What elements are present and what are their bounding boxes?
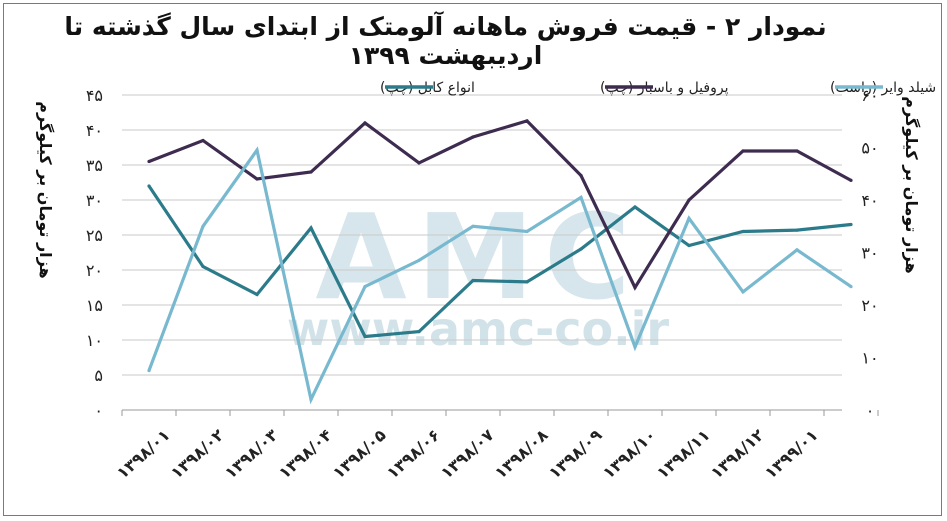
data-point	[417, 330, 421, 334]
series-lines	[147, 119, 853, 405]
y-left-tick-label: ۱۵	[86, 296, 103, 315]
watermark-logo: AMC	[315, 188, 640, 326]
x-tick-label: ۱۳۹۹/۰۱	[761, 425, 822, 482]
x-tick-label: ۱۳۹۸/۰۸	[491, 425, 552, 482]
y-right-tick-label: ۴۰	[861, 191, 878, 210]
legend-label: شیلد وایر (راست)	[830, 80, 936, 96]
data-point	[309, 397, 313, 402]
data-point	[201, 224, 205, 228]
data-point	[525, 280, 529, 284]
x-tick-label: ۱۳۹۸/۰۳	[221, 425, 282, 482]
y-left-tick-label: ۲۵	[86, 226, 103, 245]
data-point	[255, 292, 259, 297]
data-point	[363, 121, 367, 125]
data-point	[309, 226, 313, 230]
x-tick-label: ۱۳۹۸/۰۴	[275, 425, 336, 482]
x-tick-label: ۱۳۹۸/۰۹	[545, 425, 606, 482]
x-tick-label: ۱۳۹۸/۰۶	[383, 425, 444, 482]
x-tick-label: ۱۳۹۸/۱۰	[599, 425, 660, 482]
data-point	[363, 285, 367, 289]
x-tick-label: ۱۳۹۸/۱۲	[707, 425, 768, 482]
data-point	[579, 247, 583, 251]
data-point	[741, 229, 745, 234]
data-point	[471, 135, 475, 139]
data-point	[687, 243, 691, 248]
data-point	[147, 184, 151, 188]
data-point	[795, 248, 799, 252]
data-point	[471, 224, 475, 228]
data-point	[687, 198, 691, 202]
y-right-tick-label: ۱۰	[861, 349, 878, 368]
legend-label: پروفیل و باسبار (چپ)	[600, 80, 729, 96]
y-left-tick-label: ۱۰	[86, 331, 103, 350]
data-point	[147, 369, 151, 373]
y-right-tick-label: ۵۰	[861, 139, 878, 158]
x-tick-label: ۱۳۹۸/۰۷	[437, 425, 498, 482]
data-point	[201, 264, 205, 269]
data-point	[147, 159, 151, 164]
legend: انواع کابل (چپ)پروفیل و باسبار (چپ)شیلد …	[380, 80, 936, 96]
data-point	[741, 290, 745, 294]
data-point	[579, 173, 583, 178]
data-point	[633, 205, 637, 209]
data-point	[849, 285, 853, 289]
data-point	[471, 278, 475, 283]
grid	[122, 94, 842, 411]
data-point	[525, 119, 529, 123]
data-point	[741, 149, 745, 153]
y-right-axis-label: هزار تومان بر کیلوگرم	[902, 96, 921, 273]
y-right-tick-label: ۶۰	[861, 86, 878, 105]
data-point	[633, 285, 637, 290]
y-left-tick-label: ۴۵	[86, 86, 103, 105]
data-point	[525, 229, 529, 234]
data-point	[795, 228, 799, 232]
y-left-tick-label: ۳۵	[86, 156, 103, 175]
data-point	[579, 195, 583, 199]
chart-title: نمودار ۲ - قیمت فروش ماهانه آلومتک از اب…	[64, 12, 827, 70]
data-point	[309, 170, 313, 174]
y-left-tick-label: ۴۰	[86, 121, 103, 140]
x-tick-label: ۱۳۹۸/۰۵	[329, 425, 390, 482]
data-point	[687, 216, 691, 220]
series-line	[147, 146, 852, 405]
y-left-tick-label: ۰	[94, 401, 103, 420]
x-tick-label: ۱۳۹۸/۰۱	[113, 425, 174, 482]
data-point	[255, 177, 259, 181]
data-point	[633, 345, 637, 349]
data-point	[363, 334, 367, 339]
data-point	[417, 258, 421, 262]
x-tick-label: ۱۳۹۸/۰۲	[167, 425, 228, 482]
y-left-tick-label: ۲۰	[86, 261, 103, 280]
y-right-tick-label: ۲۰	[861, 296, 878, 315]
y-left-tick-label: ۳۰	[86, 191, 103, 210]
series-line	[147, 185, 852, 339]
data-point	[795, 149, 799, 153]
x-tick-label: ۱۳۹۸/۱۱	[653, 425, 714, 482]
y-right-tick-label: ۰	[866, 401, 875, 420]
data-point	[201, 138, 205, 143]
data-point	[849, 178, 853, 182]
data-point	[849, 222, 853, 227]
series-line	[148, 119, 852, 291]
y-left-tick-label: ۵	[94, 366, 103, 385]
data-point	[255, 148, 259, 152]
y-right-tick-label: ۳۰	[861, 244, 878, 263]
data-point	[417, 161, 421, 165]
y-left-axis-label: هزار تومان بر کیلوگرم	[36, 101, 55, 278]
